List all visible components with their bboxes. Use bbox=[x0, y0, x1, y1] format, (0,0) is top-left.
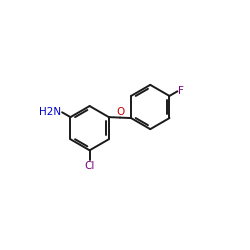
Text: O: O bbox=[117, 107, 125, 117]
Text: F: F bbox=[178, 86, 184, 96]
Text: Cl: Cl bbox=[84, 160, 95, 170]
Text: H2N: H2N bbox=[39, 107, 61, 117]
